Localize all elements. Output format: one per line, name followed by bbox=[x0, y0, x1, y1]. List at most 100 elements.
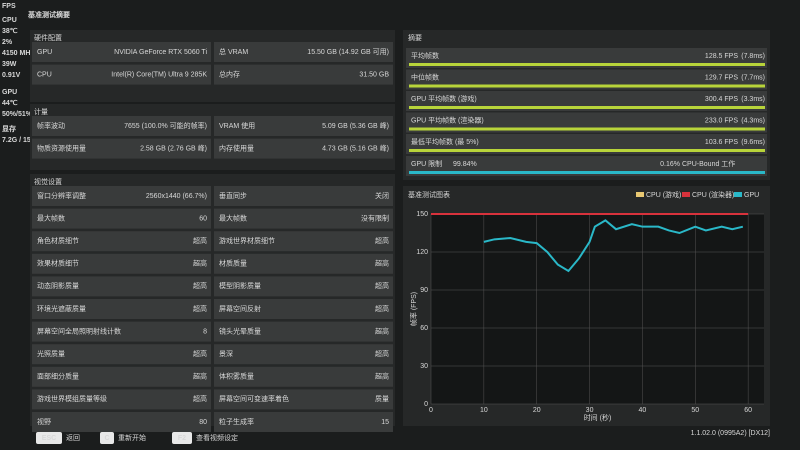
setting-label: 最大帧数 bbox=[37, 213, 65, 222]
key-cap[interactable] bbox=[100, 432, 114, 444]
setting-value: 15 bbox=[381, 419, 389, 426]
legend-swatch bbox=[734, 192, 742, 197]
row-bg bbox=[32, 138, 211, 159]
setting-label: 总内存 bbox=[219, 69, 240, 78]
y-tick-label: 150 bbox=[416, 211, 428, 218]
setting-label: VRAM 使用 bbox=[219, 121, 255, 130]
key-label[interactable]: ESC bbox=[42, 435, 56, 442]
x-tick-label: 10 bbox=[480, 407, 488, 414]
overlay-stat: 显存 bbox=[2, 124, 16, 133]
row-bg bbox=[214, 138, 393, 159]
summary-label: 平均帧数 bbox=[411, 51, 439, 60]
x-tick-label: 20 bbox=[533, 407, 541, 414]
key-label[interactable]: F2 bbox=[178, 435, 186, 442]
y-tick-label: 30 bbox=[420, 363, 428, 370]
row-bg bbox=[32, 299, 211, 319]
row-bg bbox=[32, 276, 211, 297]
summary-label: GPU 平均帧数 (游戏) bbox=[411, 94, 477, 103]
row-bg bbox=[214, 344, 393, 365]
setting-value: 超高 bbox=[375, 349, 389, 358]
x-tick-label: 60 bbox=[744, 407, 752, 414]
limit-bar bbox=[409, 171, 765, 174]
setting-value: 5.09 GB (5.36 GB 峰) bbox=[322, 121, 389, 130]
summary-bar bbox=[409, 127, 765, 131]
setting-value: 超高 bbox=[375, 281, 389, 290]
row-bg bbox=[32, 64, 211, 85]
key-cap[interactable] bbox=[36, 432, 62, 444]
limit-gpu: 99.84% bbox=[453, 161, 477, 168]
row-bg bbox=[214, 64, 393, 85]
key-action[interactable]: 查看视频设定 bbox=[196, 433, 238, 442]
setting-label: 动态阴影质量 bbox=[37, 281, 79, 290]
legend-swatch bbox=[636, 192, 644, 197]
footnote: 1.1.02.0 (0995A2) [DX12] bbox=[691, 430, 770, 437]
setting-label: 窗口分辨率调整 bbox=[37, 191, 86, 200]
overlay-stat: FPS bbox=[2, 3, 16, 10]
panel-title: 硬件配置 bbox=[34, 33, 62, 42]
row-bg bbox=[32, 389, 211, 410]
plot-area bbox=[431, 214, 764, 404]
data-line bbox=[483, 219, 744, 273]
setting-value: 质量 bbox=[375, 394, 389, 403]
overlay-stat: 7.2G / 15.9G bbox=[2, 137, 43, 144]
overlay-stat: 4150 MHz bbox=[2, 50, 34, 57]
y-tick-label: 60 bbox=[420, 325, 428, 332]
summary-value: 103.6 FPS bbox=[705, 139, 738, 146]
x-tick-label: 30 bbox=[586, 407, 594, 414]
setting-value: 8 bbox=[203, 328, 207, 335]
setting-value: 超高 bbox=[193, 259, 207, 268]
setting-label: 总 VRAM bbox=[219, 47, 248, 56]
row-bg bbox=[32, 321, 211, 342]
row-bg bbox=[214, 186, 393, 206]
overlay-stat: 2% bbox=[2, 39, 13, 46]
summary-label: 最低平均帧数 (最 5%) bbox=[411, 137, 479, 146]
row-bg bbox=[214, 42, 393, 62]
summary-value: 129.7 FPS bbox=[705, 74, 738, 81]
setting-label: 光照质量 bbox=[37, 349, 65, 358]
key-action[interactable]: 返回 bbox=[66, 434, 80, 442]
setting-value: 超高 bbox=[193, 394, 207, 403]
setting-value: 超高 bbox=[193, 281, 207, 290]
key-label[interactable]: C bbox=[104, 435, 109, 442]
overlay-stat: CPU bbox=[2, 17, 17, 24]
setting-label: 材质质量 bbox=[219, 259, 247, 268]
summary-value: 128.5 FPS bbox=[705, 53, 738, 60]
summary-ms: (7.7ms) bbox=[741, 74, 765, 81]
row-bg bbox=[32, 208, 211, 229]
y-tick-label: 0 bbox=[424, 401, 428, 408]
setting-value: NVIDIA GeForce RTX 5060 Ti bbox=[114, 49, 207, 56]
key-cap[interactable] bbox=[172, 432, 192, 444]
row-bg bbox=[214, 299, 393, 319]
x-tick-label: 50 bbox=[691, 407, 699, 414]
setting-label: CPU bbox=[37, 71, 52, 78]
row-bg bbox=[32, 231, 211, 252]
summary-bar bbox=[409, 84, 765, 88]
page-title: 基准测试摘要 bbox=[27, 10, 70, 19]
overlay-stat: 50%/51% bbox=[2, 111, 33, 118]
key-action[interactable]: 重新开始 bbox=[118, 433, 146, 442]
setting-label: 镜头光晕质量 bbox=[219, 326, 261, 335]
row-bg bbox=[32, 412, 211, 432]
legend-label: CPU (游戏) bbox=[646, 190, 681, 199]
row-bg bbox=[32, 344, 211, 365]
setting-value: 4.73 GB (5.16 GB 峰) bbox=[322, 143, 389, 152]
setting-value: 15.50 GB (14.92 GB 可用) bbox=[307, 48, 389, 56]
panel bbox=[30, 104, 395, 170]
row-bg bbox=[32, 116, 211, 136]
y-tick-label: 90 bbox=[420, 287, 428, 294]
row-bg bbox=[214, 116, 393, 136]
setting-value: 2560x1440 (66.7%) bbox=[146, 193, 207, 200]
y-axis-label: 帧率 (FPS) bbox=[409, 292, 418, 326]
row-bg bbox=[214, 208, 393, 229]
summary-value: 300.4 FPS bbox=[705, 96, 738, 103]
summary-label: 中位帧数 bbox=[411, 72, 439, 81]
row-bg bbox=[32, 186, 211, 206]
setting-label: 屏幕空间全局照明射线计数 bbox=[37, 326, 121, 335]
setting-label: 环境光遮蔽质量 bbox=[37, 304, 86, 313]
setting-value: 超高 bbox=[375, 259, 389, 268]
setting-value: 超高 bbox=[375, 236, 389, 245]
setting-value: 2.58 GB (2.76 GB 峰) bbox=[140, 143, 207, 152]
setting-label: GPU bbox=[37, 49, 52, 56]
x-tick-label: 0 bbox=[429, 407, 433, 414]
